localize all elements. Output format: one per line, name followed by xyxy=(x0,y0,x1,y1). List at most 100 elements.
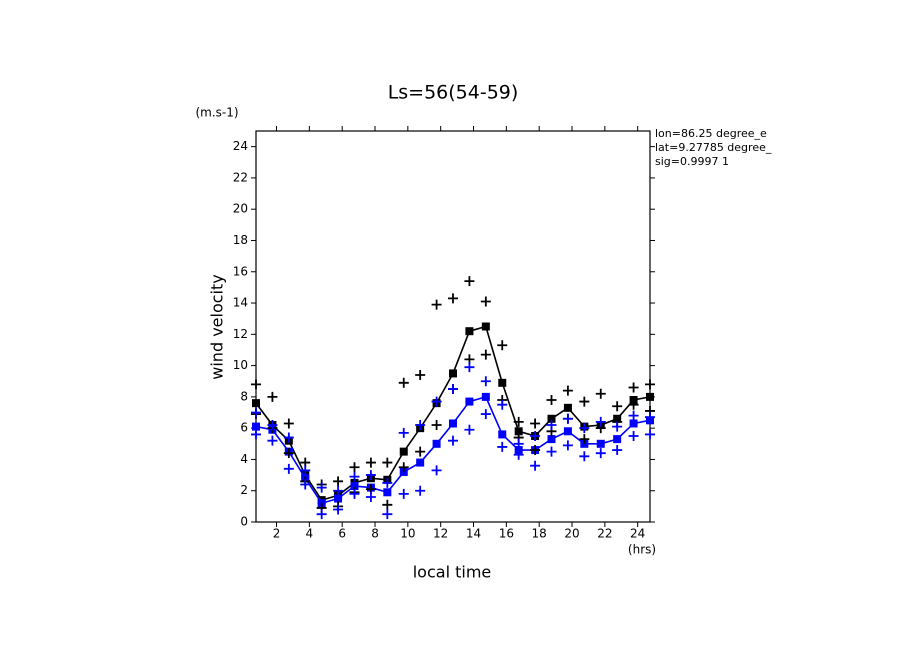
annotation: sig=0.9997 1 xyxy=(655,155,729,168)
plus-marker xyxy=(497,441,508,452)
point-square xyxy=(252,422,260,431)
plus-marker xyxy=(283,432,294,443)
point-square xyxy=(449,369,457,378)
point-square xyxy=(334,494,343,503)
plus-marker xyxy=(382,509,393,520)
point-square xyxy=(432,439,441,448)
plus-marker xyxy=(480,376,491,387)
plus-marker xyxy=(612,445,623,456)
plus-marker xyxy=(398,462,409,473)
annotation: lon=86.25 degree_e xyxy=(655,127,767,140)
point-square xyxy=(465,327,474,336)
point-square xyxy=(646,392,654,401)
plus-marker xyxy=(398,488,409,499)
plus-marker xyxy=(398,377,409,388)
point-square xyxy=(252,399,260,408)
y-tick-label: 4 xyxy=(240,452,248,466)
y-tick-label: 18 xyxy=(233,233,248,247)
point-square xyxy=(383,488,392,497)
y-tick-label: 8 xyxy=(240,389,248,403)
plus-marker xyxy=(333,485,344,496)
x-tick-label: 24 xyxy=(630,527,645,541)
point-square xyxy=(399,447,408,456)
plus-marker xyxy=(562,385,573,396)
y-tick-label: 22 xyxy=(233,170,248,184)
plus-marker xyxy=(562,413,573,424)
plus-marker xyxy=(333,476,344,487)
point-square xyxy=(498,378,507,387)
plus-marker xyxy=(497,340,508,351)
plus-marker xyxy=(448,293,458,304)
point-square xyxy=(481,322,490,331)
plus-marker xyxy=(612,401,623,412)
x-tick-label: 14 xyxy=(466,527,481,541)
x-tick-label: 16 xyxy=(499,527,514,541)
point-square xyxy=(547,435,556,444)
x-tick-label: 20 xyxy=(564,527,579,541)
plus-marker xyxy=(349,462,360,473)
plus-marker xyxy=(349,471,360,482)
plus-marker xyxy=(382,457,393,468)
plus-marker xyxy=(251,407,261,418)
plus-marker xyxy=(283,418,294,429)
plus-marker xyxy=(530,430,541,441)
y-tick-label: 14 xyxy=(233,296,248,310)
plus-marker xyxy=(628,410,639,421)
plus-marker xyxy=(530,445,541,456)
plus-marker xyxy=(267,420,278,431)
annotation: lat=9.27785 degree_ xyxy=(655,141,772,154)
plus-marker xyxy=(349,488,360,499)
plus-marker xyxy=(645,412,655,423)
x-tick-label: 12 xyxy=(433,527,448,541)
y-tick-label: 16 xyxy=(233,264,248,278)
plus-marker xyxy=(480,349,491,360)
point-square xyxy=(563,403,572,412)
point-square xyxy=(629,419,638,428)
plus-marker xyxy=(431,420,442,431)
x-unit: (hrs) xyxy=(628,543,656,557)
point-square xyxy=(547,414,556,423)
plus-marker xyxy=(316,509,327,520)
plus-marker xyxy=(595,416,606,427)
plus-marker xyxy=(267,391,278,402)
point-square xyxy=(481,392,490,401)
chart-title: Ls=56(54-59) xyxy=(388,82,519,104)
y-tick-label: 24 xyxy=(233,139,248,153)
plus-marker xyxy=(579,423,590,434)
plus-marker xyxy=(431,465,442,476)
plus-marker xyxy=(480,409,491,420)
y-tick-label: 20 xyxy=(233,202,248,216)
y-tick-label: 12 xyxy=(233,327,248,341)
plus-marker xyxy=(530,460,541,471)
plus-marker xyxy=(300,465,311,476)
plus-marker xyxy=(628,399,639,410)
y-tick-label: 0 xyxy=(240,515,248,529)
plus-marker xyxy=(300,479,311,490)
plus-marker xyxy=(448,384,458,395)
plot-frame xyxy=(255,130,651,523)
plus-marker xyxy=(464,362,475,373)
point-square xyxy=(514,427,523,436)
plus-marker xyxy=(546,420,557,431)
point-square xyxy=(350,482,359,491)
y-tick-label: 2 xyxy=(240,483,248,497)
plus-marker xyxy=(579,434,590,445)
plus-marker xyxy=(283,448,294,459)
point-square xyxy=(465,397,474,406)
plus-marker xyxy=(365,470,376,481)
plus-marker xyxy=(497,399,508,410)
plus-marker xyxy=(562,440,573,451)
line xyxy=(255,325,651,502)
plus-marker xyxy=(283,463,294,474)
point-square xyxy=(416,458,425,467)
plus-marker xyxy=(579,396,590,407)
plus-marker xyxy=(382,499,393,510)
plus-marker xyxy=(365,457,376,468)
plus-marker xyxy=(464,276,475,287)
x-tick-label: 10 xyxy=(400,527,415,541)
plus-marker xyxy=(612,421,623,432)
plus-marker xyxy=(431,396,442,407)
plus-marker xyxy=(251,429,261,440)
plus-marker xyxy=(530,418,541,429)
